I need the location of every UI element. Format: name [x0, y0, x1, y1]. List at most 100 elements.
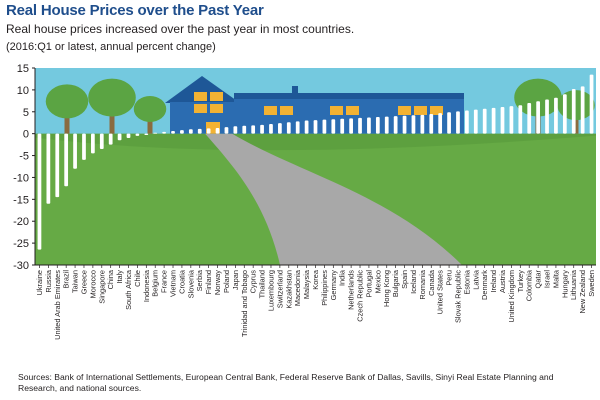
bar-18: [197, 128, 202, 134]
bar-53: [509, 106, 514, 134]
bar-49: [473, 109, 478, 134]
x-tick-label: Iceland: [409, 270, 418, 294]
bar-48: [465, 110, 469, 134]
x-tick-label: Denmark: [480, 270, 489, 300]
bar-51: [491, 107, 496, 134]
bar-50: [482, 108, 487, 134]
house-window: [194, 104, 207, 113]
tree-trunk: [109, 103, 115, 134]
x-tick-label: Norway: [213, 270, 222, 295]
bar-9: [117, 133, 122, 141]
bar-26: [269, 124, 273, 134]
chart-note: (2016:Q1 or latest, annual percent chang…: [6, 41, 216, 53]
tree-canopy: [557, 90, 595, 121]
x-tick-label: India: [338, 269, 347, 286]
x-tick-label: Luxembourg: [266, 270, 275, 311]
y-tick-label: 10: [17, 85, 29, 97]
bar-33: [331, 119, 336, 134]
bar-group: [37, 74, 594, 250]
x-tick-label: Italy: [115, 270, 124, 284]
bar-24: [251, 125, 256, 134]
tree-canopy: [45, 84, 89, 119]
x-tick-label: South Africa: [124, 269, 133, 310]
house-chimney: [292, 86, 298, 94]
x-tick-label: Ireland: [489, 270, 498, 293]
bar-5: [82, 133, 86, 160]
x-tick-label: Bulgaria: [391, 269, 400, 297]
x-tick-label: Romania: [418, 269, 427, 299]
x-tick-label: Slovak Republic: [453, 270, 462, 323]
sources-note: Sources: Bank of International Settlemen…: [18, 372, 554, 393]
bar-22: [233, 126, 238, 134]
house-window: [398, 106, 411, 115]
bar-39: [384, 116, 389, 134]
y-tick-label: -20: [13, 216, 29, 228]
x-tick-label: Finland: [204, 270, 213, 294]
bar-4: [73, 133, 77, 169]
x-tick-label: Indonesia: [142, 269, 151, 302]
y-tick-label: -5: [19, 151, 29, 163]
bar-56: [536, 101, 540, 134]
x-tick-label: Morocco: [88, 270, 97, 298]
x-tick-label: Japan: [231, 270, 240, 290]
x-tick-label: Greece: [79, 270, 88, 294]
bar-31: [313, 120, 318, 134]
x-tick-label: Ukraine: [35, 270, 44, 295]
bar-43: [420, 114, 425, 134]
bar-34: [340, 118, 345, 134]
tree-trunk: [147, 112, 153, 134]
bar-36: [358, 117, 362, 134]
bar-10: [126, 133, 131, 139]
x-tick-label: Qatar: [534, 269, 543, 288]
tree-canopy: [88, 78, 136, 117]
bar-3: [64, 133, 69, 187]
bar-41: [402, 115, 407, 134]
tree-left-1: [45, 84, 89, 134]
x-tick-label: Cyprus: [249, 270, 258, 294]
bar-14: [162, 131, 166, 134]
bar-6: [91, 133, 95, 154]
bar-21: [224, 127, 229, 134]
x-tick-label: Malaysia: [302, 269, 311, 299]
bar-12: [144, 133, 149, 135]
bar-32: [322, 119, 327, 134]
x-tick-label: Philippines: [320, 270, 329, 306]
y-tick-label: 15: [17, 63, 29, 75]
x-tick-label: Lithuania: [569, 269, 578, 300]
house-window: [194, 92, 207, 101]
x-tick-label: Spain: [400, 270, 409, 289]
bar-0: [37, 133, 42, 250]
x-tick-label: Russia: [44, 269, 53, 292]
x-tick-label: United Arab Emirates: [53, 270, 62, 340]
x-tick-label: Netherlands: [347, 270, 356, 310]
bar-13: [153, 132, 158, 134]
house-window: [264, 106, 277, 115]
tree-trunk: [573, 109, 579, 134]
house-wing-roof: [234, 93, 464, 99]
bar-2: [55, 133, 60, 198]
house-window: [414, 106, 427, 115]
x-tick-label: Mexico: [373, 270, 382, 293]
bar-17: [188, 129, 193, 134]
bar-40: [393, 116, 398, 134]
bar-42: [411, 115, 416, 134]
x-tick-label: Hong Kong: [382, 270, 391, 307]
x-tick-label: Sweden: [587, 270, 596, 297]
x-tick-label: Latvia: [471, 269, 480, 290]
bar-55: [527, 103, 532, 134]
x-tick-label: Trinidad and Tobago: [240, 270, 249, 337]
house-window: [330, 106, 343, 115]
chart-title: Real House Prices over the Past Year: [6, 2, 264, 19]
house-window: [430, 106, 443, 115]
bar-28: [286, 122, 291, 134]
house-window: [280, 106, 293, 115]
tree-left-2: [88, 78, 136, 134]
y-tick-label: -10: [13, 172, 29, 184]
y-tick-label: 0: [23, 129, 29, 141]
x-tick-label: Kazakhstan: [284, 270, 293, 309]
grass-shade: [35, 133, 596, 151]
bar-57: [545, 99, 549, 134]
y-tick-label: 5: [23, 107, 29, 119]
bar-37: [367, 117, 371, 134]
bar-8: [108, 133, 113, 145]
